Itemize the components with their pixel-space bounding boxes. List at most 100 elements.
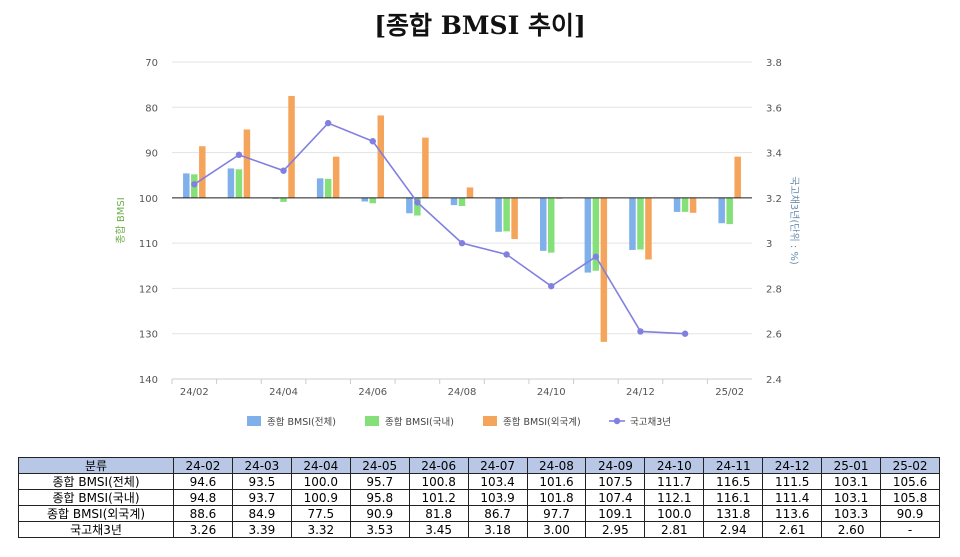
- bar-domestic: [235, 169, 243, 198]
- table-cell: 111.4: [762, 489, 823, 506]
- bar-domestic: [458, 197, 466, 207]
- table-cell: 100.0: [290, 473, 351, 490]
- y-left-axis-title: 종합 BMSI: [115, 197, 127, 243]
- bar-domestic: [637, 197, 644, 250]
- bar-domestic: [726, 197, 733, 225]
- bar-domestic: [280, 197, 287, 202]
- line-point: [235, 151, 243, 159]
- table-cell: 2.60: [821, 521, 882, 538]
- y-left-tick-label: 110: [139, 239, 158, 250]
- table-cell: 95.8: [349, 489, 410, 506]
- bar-domestic: [324, 178, 332, 198]
- bar-domestic: [592, 197, 600, 271]
- line-point: [280, 167, 287, 174]
- bar-total: [316, 178, 324, 198]
- table-cell: 3.00: [526, 521, 587, 538]
- bar-total: [406, 197, 413, 214]
- y-left-tick-label: 140: [139, 375, 158, 386]
- line-point: [503, 251, 510, 258]
- x-tick-label: 24/12: [626, 387, 655, 398]
- bar-foreign: [511, 197, 518, 240]
- table-cell: 2.94: [703, 521, 764, 538]
- line-point: [414, 199, 421, 206]
- bar-foreign: [377, 115, 385, 198]
- x-tick-label: 24/04: [269, 387, 298, 398]
- table-cell: 95.7: [349, 473, 410, 490]
- table-column-header: 24-09: [585, 457, 646, 474]
- bar-foreign: [645, 197, 652, 260]
- table-column-header: 24-06: [408, 457, 469, 474]
- line-point: [637, 328, 644, 335]
- table-cell: 101.8: [526, 489, 587, 506]
- line-point: [191, 181, 198, 188]
- table-cell: 81.8: [408, 505, 469, 522]
- y-left-tick-label: 120: [139, 284, 158, 295]
- table-cell: 109.1: [585, 505, 646, 522]
- table-cell: 103.1: [821, 489, 882, 506]
- table-row-label: 종합 BMSI(전체): [18, 473, 174, 490]
- table-column-header: 24-11: [703, 457, 764, 474]
- table-cell: 2.81: [644, 521, 705, 538]
- legend-label: 종합 BMSI(외국계): [503, 416, 581, 428]
- bar-foreign: [199, 146, 206, 198]
- table-column-header: 24-04: [290, 457, 351, 474]
- x-tick-label: 24/10: [537, 387, 566, 398]
- table-cell: 103.4: [467, 473, 528, 490]
- legend-swatch: [483, 416, 497, 426]
- table-cell: 101.6: [526, 473, 587, 490]
- table-cell: 116.5: [703, 473, 764, 490]
- line-point: [324, 119, 332, 127]
- line-point: [548, 282, 555, 290]
- bar-total: [495, 197, 502, 232]
- table-column-header: 25-02: [880, 457, 940, 474]
- bar-domestic: [681, 197, 689, 212]
- y-left-tick-label: 80: [145, 103, 158, 114]
- bar-total: [584, 197, 592, 273]
- table-cell: 107.5: [585, 473, 646, 490]
- table-cell: 84.9: [231, 505, 292, 522]
- table-cell: 101.2: [408, 489, 469, 506]
- table-row: 국고채3년 3.26 3.39 3.32 3.53 3.45 3.18 3.00 2.95 2.8…: [18, 521, 940, 538]
- y-right-tick-label: 3.6: [766, 103, 782, 114]
- table-cell: 116.1: [703, 489, 764, 506]
- bar-total: [227, 168, 235, 198]
- bar-foreign: [422, 137, 429, 198]
- line-bond-3y: [193, 122, 686, 335]
- bar-total: [629, 197, 636, 250]
- legend-label: 종합 BMSI(국내): [385, 417, 454, 428]
- table-header-row: 분류 24-02 24-03 24-04 24-05 24-06 24-07 24-08 24…: [18, 457, 940, 474]
- table-row: 종합 BMSI(전체) 94.6 93.5 100.0 95.7 100.8 103.4 10…: [18, 473, 940, 490]
- table-row: 종합 BMSI(국내) 94.8 93.7 100.9 95.8 101.2 103.9 10…: [18, 489, 940, 506]
- table-cell: 100.8: [408, 473, 469, 490]
- table-cell: 3.45: [408, 521, 469, 538]
- table-row-label: 국고채3년: [18, 521, 174, 538]
- table-cell: 103.9: [467, 489, 528, 506]
- table-cell: 100.9: [290, 489, 351, 506]
- table-cell: 97.7: [526, 505, 587, 522]
- table-cell: 131.8: [703, 505, 764, 522]
- bar-foreign: [466, 187, 474, 198]
- x-tick-label: 25/02: [715, 387, 744, 398]
- y-left-tick-label: 130: [139, 330, 158, 341]
- y-right-tick-label: 3: [766, 239, 772, 250]
- table-cell: 105.6: [880, 473, 940, 490]
- table-cell: 93.5: [231, 473, 292, 490]
- y-right-tick-label: 2.8: [766, 284, 782, 295]
- y-left-tick-label: 70: [145, 58, 158, 69]
- legend-swatch-point: [613, 417, 621, 425]
- table-column-header: 24-05: [349, 457, 410, 474]
- bar-domestic: [414, 197, 421, 216]
- table-cell: 111.7: [644, 473, 705, 490]
- table-cell: 3.53: [349, 521, 410, 538]
- table-cell: 103.3: [821, 505, 882, 522]
- table-row-label: 종합 BMSI(국내): [18, 489, 174, 506]
- table-cell: 111.5: [762, 473, 823, 490]
- bar-foreign: [734, 156, 741, 198]
- table-cell: 93.7: [231, 489, 292, 506]
- table-cell: 90.9: [349, 505, 410, 522]
- bar-domestic: [369, 197, 377, 204]
- table-row-label: 종합 BMSI(외국계): [18, 505, 174, 522]
- y-left-tick-label: 90: [145, 149, 158, 160]
- table-column-header: 25-01: [821, 457, 882, 474]
- bar-total: [450, 197, 458, 206]
